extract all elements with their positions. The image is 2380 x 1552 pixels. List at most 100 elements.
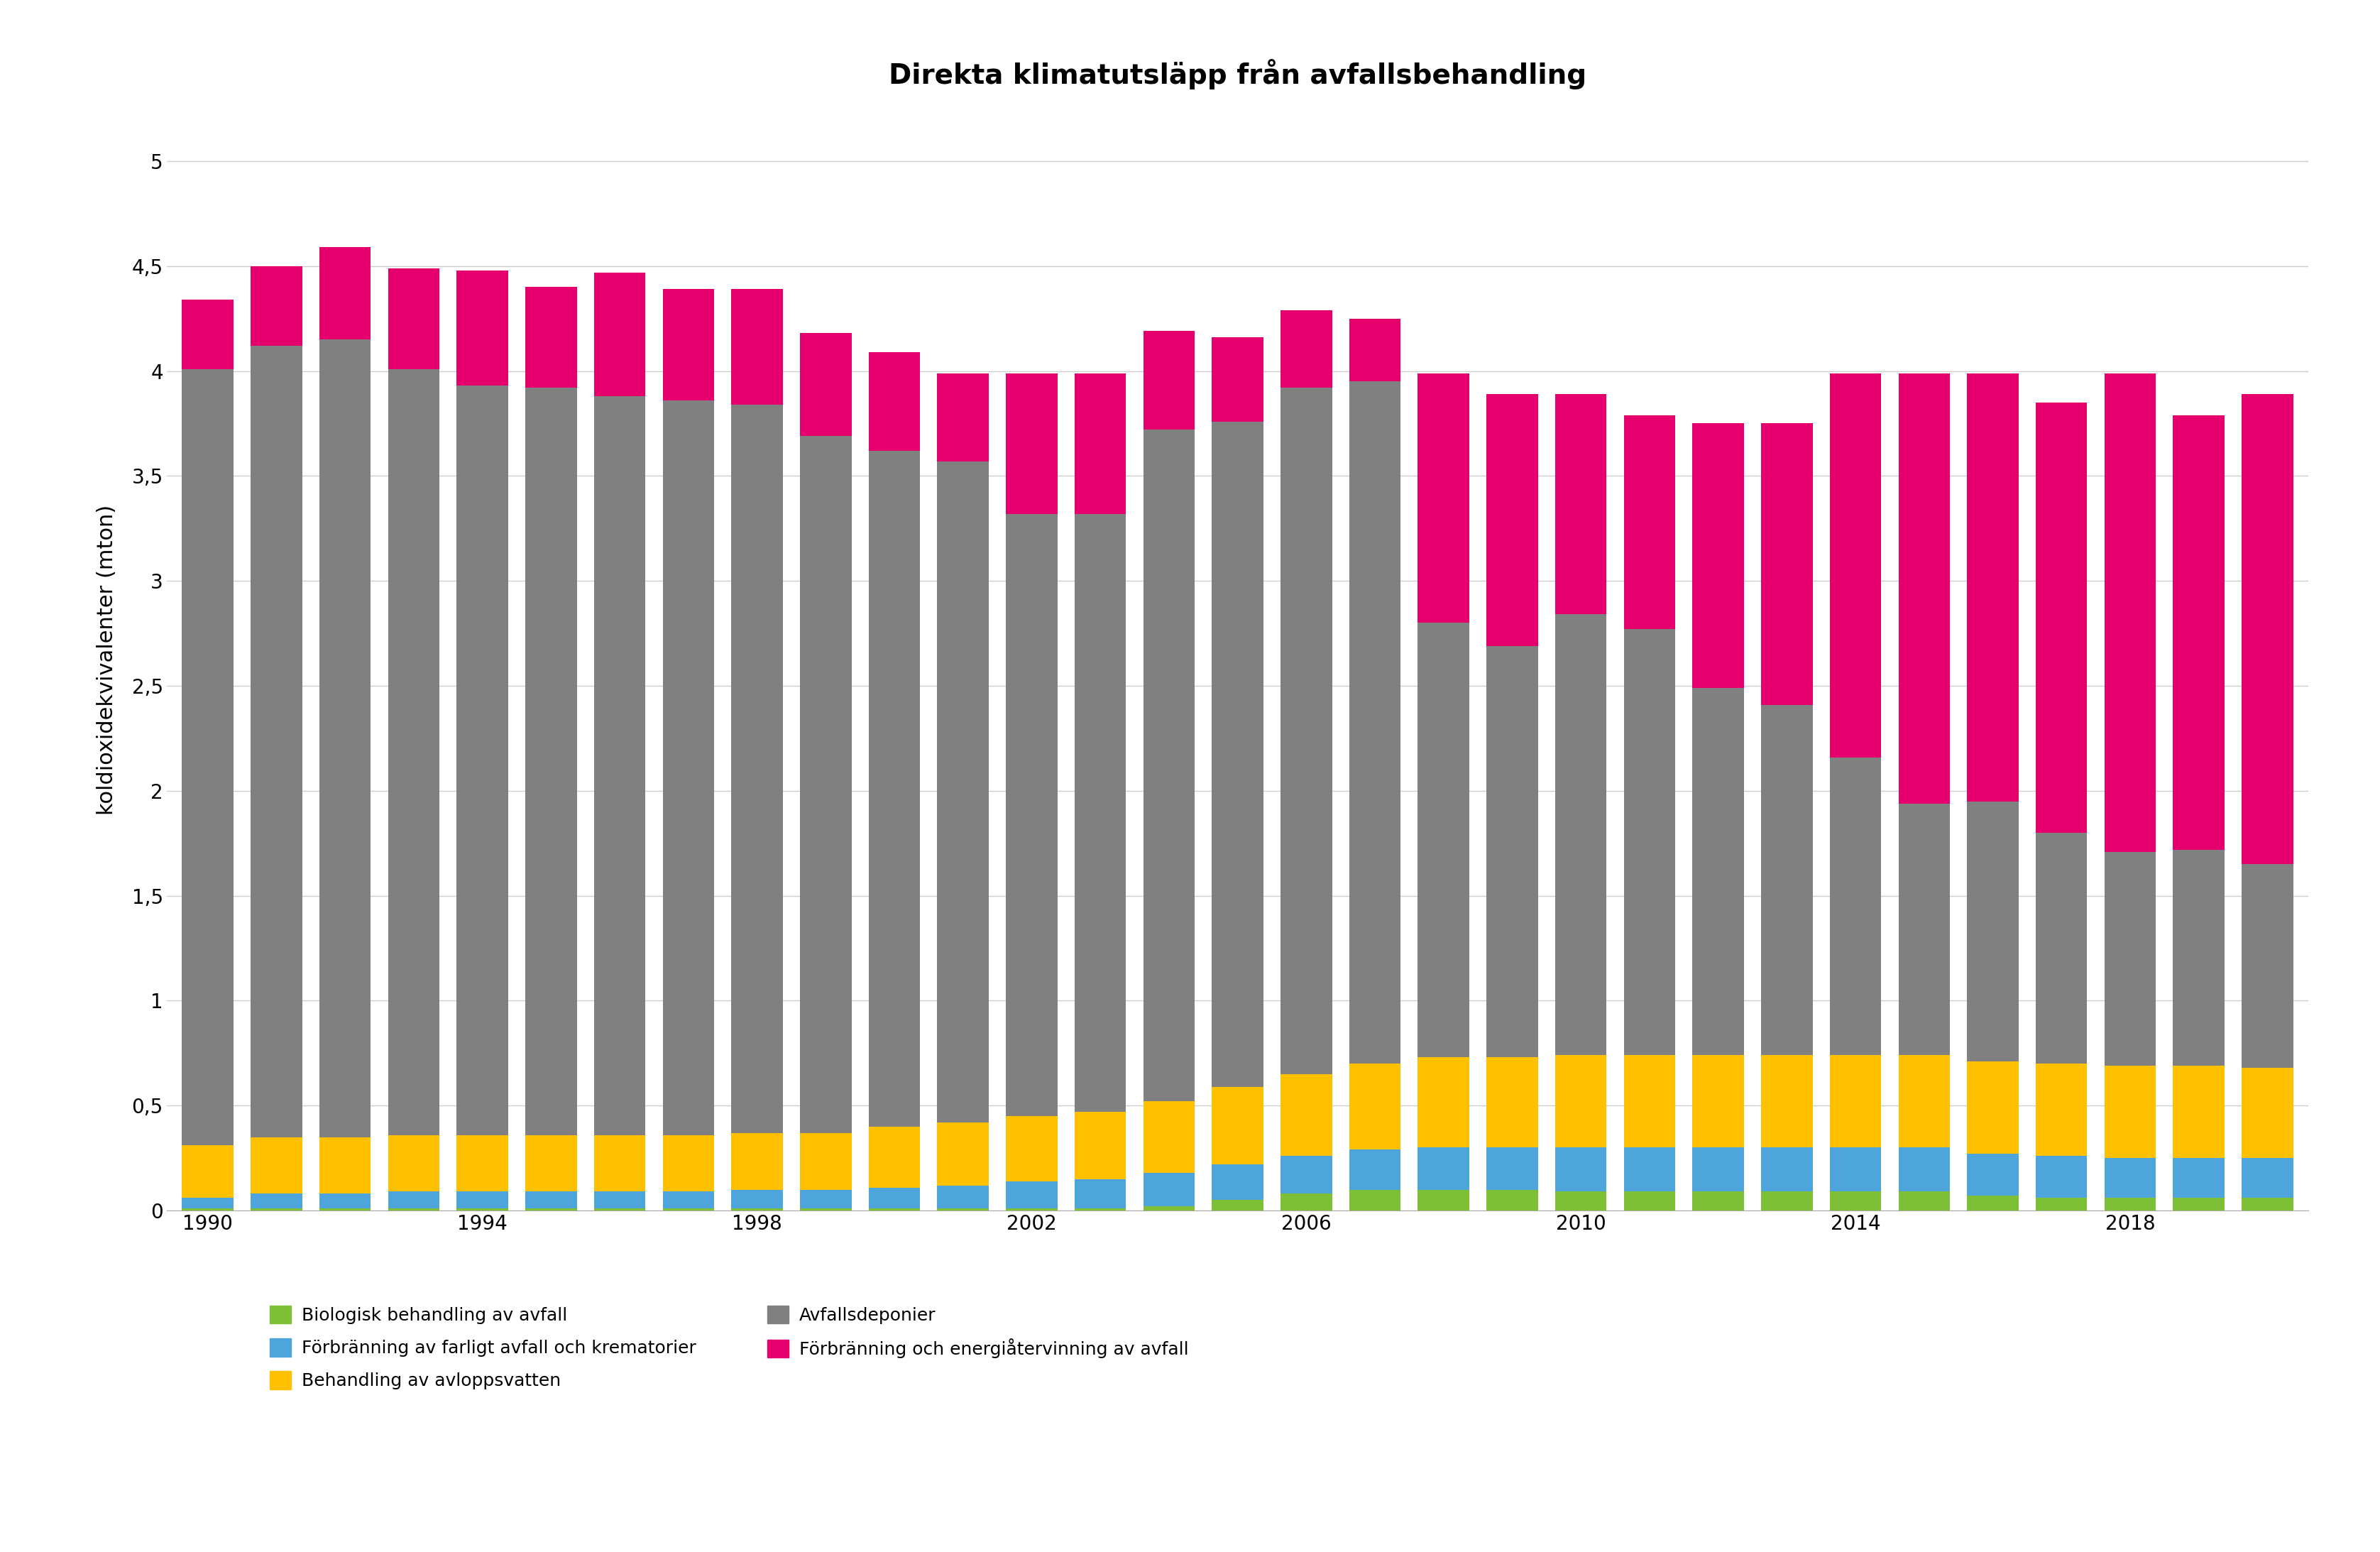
Bar <box>1554 1147 1606 1192</box>
Bar <box>388 1192 440 1209</box>
Bar <box>1899 804 1949 1055</box>
Bar <box>181 1198 233 1209</box>
Bar <box>1007 514 1057 1116</box>
Bar <box>2104 852 2156 1066</box>
Bar <box>869 1209 921 1211</box>
Bar <box>1761 424 1814 705</box>
Bar <box>457 1192 509 1209</box>
Bar <box>1280 1156 1333 1193</box>
Bar <box>1418 372 1468 622</box>
Bar <box>1966 372 2018 801</box>
Bar <box>1073 1111 1126 1180</box>
Bar <box>1623 414 1676 629</box>
Bar <box>2104 372 2156 852</box>
Bar <box>731 1209 783 1211</box>
Bar <box>1623 629 1676 1055</box>
Bar <box>1349 382 1402 1063</box>
Bar <box>731 289 783 405</box>
Bar <box>1830 1055 1880 1147</box>
Bar <box>2104 1066 2156 1158</box>
Bar <box>181 1209 233 1211</box>
Bar <box>1349 1063 1402 1150</box>
Bar <box>2173 414 2225 849</box>
Bar <box>1554 615 1606 1055</box>
Bar <box>1966 1197 2018 1211</box>
Bar <box>1142 430 1195 1102</box>
Bar <box>2173 849 2225 1066</box>
Bar <box>1073 1209 1126 1211</box>
Bar <box>662 400 714 1135</box>
Bar <box>1349 1150 1402 1189</box>
Bar <box>319 340 371 1138</box>
Bar <box>319 1138 371 1193</box>
Bar <box>1966 801 2018 1062</box>
Title: Direkta klimatutsläpp från avfallsbehandling: Direkta klimatutsläpp från avfallsbehand… <box>888 59 1587 90</box>
Bar <box>1830 1192 1880 1211</box>
Legend: Biologisk behandling av avfall, Förbränning av farligt avfall och krematorier, B: Biologisk behandling av avfall, Förbränn… <box>262 1296 1197 1398</box>
Bar <box>1761 1192 1814 1211</box>
Bar <box>1142 1206 1195 1211</box>
Bar <box>2242 394 2294 864</box>
Bar <box>1488 1057 1537 1147</box>
Bar <box>1692 424 1745 688</box>
Bar <box>731 1189 783 1209</box>
Bar <box>1007 1116 1057 1181</box>
Bar <box>1830 1147 1880 1192</box>
Bar <box>595 1135 645 1192</box>
Bar <box>2104 1158 2156 1198</box>
Bar <box>526 1192 576 1209</box>
Bar <box>595 1192 645 1209</box>
Bar <box>1418 1057 1468 1147</box>
Bar <box>1966 1062 2018 1153</box>
Bar <box>2035 402 2087 833</box>
Bar <box>1554 1192 1606 1211</box>
Bar <box>1899 1055 1949 1147</box>
Bar <box>181 1145 233 1198</box>
Bar <box>938 1209 988 1211</box>
Bar <box>1211 337 1264 422</box>
Bar <box>2173 1198 2225 1211</box>
Bar <box>731 405 783 1133</box>
Bar <box>1211 1086 1264 1164</box>
Bar <box>2242 1158 2294 1198</box>
Bar <box>2104 1198 2156 1211</box>
Bar <box>2035 1156 2087 1198</box>
Bar <box>181 300 233 369</box>
Bar <box>1899 1192 1949 1211</box>
Bar <box>2242 864 2294 1068</box>
Bar <box>1623 1147 1676 1192</box>
Bar <box>1554 394 1606 615</box>
Bar <box>1007 1209 1057 1211</box>
Bar <box>181 369 233 1145</box>
Bar <box>1211 1200 1264 1211</box>
Bar <box>869 1127 921 1187</box>
Bar <box>1692 688 1745 1055</box>
Bar <box>1830 372 1880 757</box>
Bar <box>2173 1158 2225 1198</box>
Bar <box>1418 622 1468 1057</box>
Y-axis label: koldioxidekvivalenter (mton): koldioxidekvivalenter (mton) <box>95 504 117 815</box>
Bar <box>938 1186 988 1209</box>
Bar <box>457 386 509 1135</box>
Bar <box>1761 705 1814 1055</box>
Bar <box>800 1209 852 1211</box>
Bar <box>662 289 714 400</box>
Bar <box>388 1209 440 1211</box>
Bar <box>800 1189 852 1209</box>
Bar <box>595 272 645 396</box>
Bar <box>1761 1055 1814 1147</box>
Bar <box>869 1187 921 1209</box>
Bar <box>457 1209 509 1211</box>
Bar <box>1007 372 1057 514</box>
Bar <box>1899 372 1949 804</box>
Bar <box>2035 1063 2087 1156</box>
Bar <box>1623 1192 1676 1211</box>
Bar <box>2173 1066 2225 1158</box>
Bar <box>319 1193 371 1209</box>
Bar <box>250 346 302 1138</box>
Bar <box>1966 1153 2018 1197</box>
Bar <box>1280 1074 1333 1156</box>
Bar <box>1761 1147 1814 1192</box>
Bar <box>1073 372 1126 514</box>
Bar <box>800 1133 852 1189</box>
